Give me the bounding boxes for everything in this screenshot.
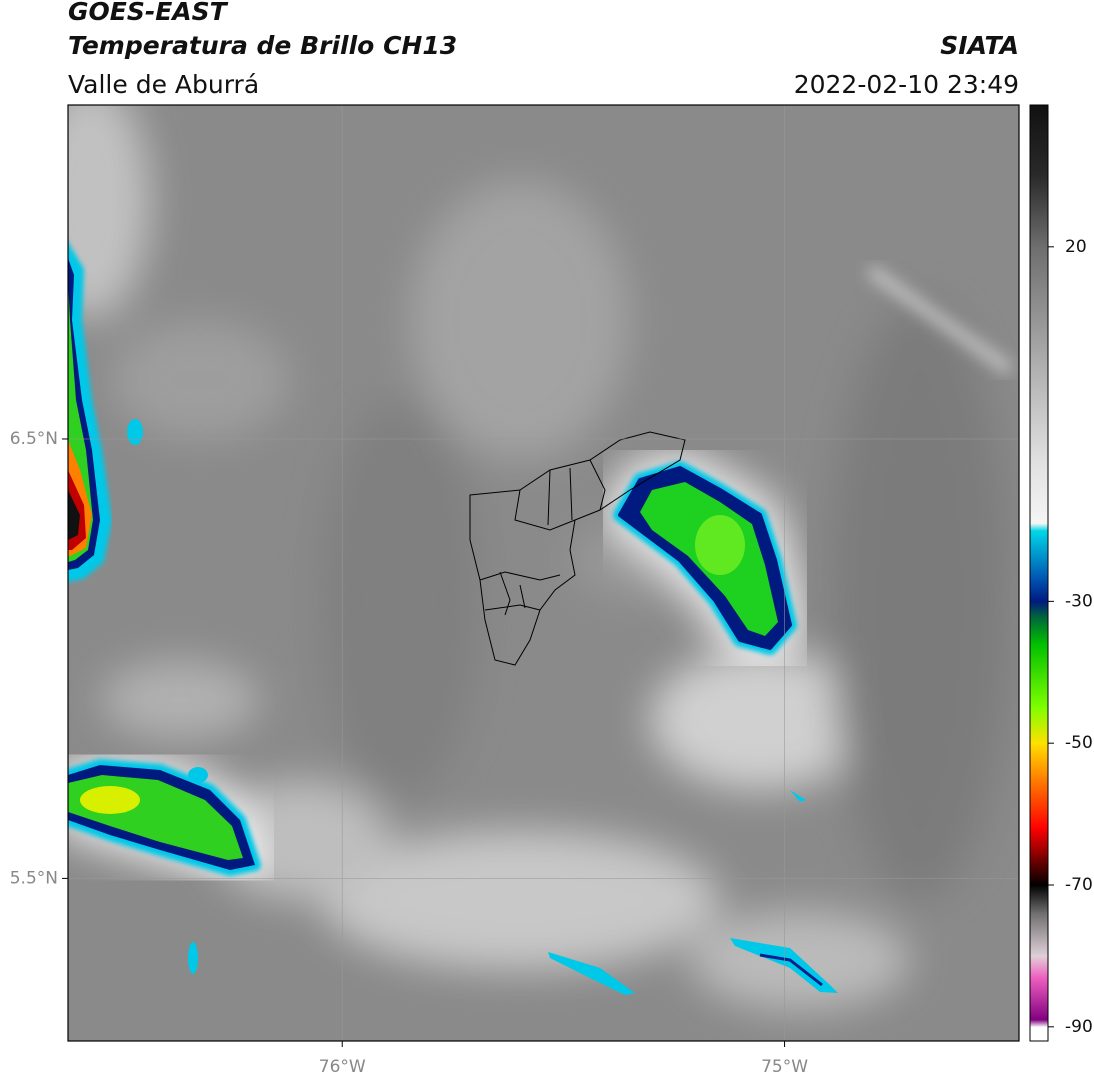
colorbar-tick-label: -50 [1065,733,1093,753]
map-image [68,105,1019,1041]
colorbar-band [1030,246,1048,354]
colorbar-band [1030,601,1048,617]
subtitle: Temperatura de Brillo CH13 [68,31,457,60]
colorbar-band [1030,707,1048,744]
colorbar-tick-label: 20 [1065,237,1087,257]
region: Valle de Aburrá [68,70,259,99]
plot-frame [67,104,1020,1042]
colorbar-band [1030,353,1048,461]
colorbar-band [1030,856,1048,886]
colorbar-band [1030,615,1048,645]
colorbar-band [1030,885,1048,914]
colorbar-tick-label: -70 [1065,875,1093,895]
colorbar-band [1030,580,1048,602]
colorbar-band [1030,459,1048,524]
colorbar-band [1030,523,1048,531]
colorbar-band [1030,913,1048,957]
colorbar-band [1030,105,1048,177]
colorbar-band [1030,977,1048,1021]
y-tick-label: 6.5°N [10,429,58,449]
colorbar-tick-label: -30 [1065,591,1093,611]
colorbar-band [1030,530,1048,581]
colorbar-tick-label: -90 [1065,1017,1093,1037]
colorbar-band [1030,743,1048,780]
colorbar-band [1030,1019,1048,1028]
x-tick-label: 76°W [319,1057,366,1077]
colorbar-band [1030,175,1048,248]
colorbar-band [1030,1026,1048,1042]
colorbar-band [1030,955,1048,978]
colorbar-band [1030,778,1048,829]
source: SIATA [940,31,1019,60]
colorbar-frame [1029,104,1049,1042]
y-tick-label: 5.5°N [10,868,58,888]
x-tick-label: 75°W [761,1057,808,1077]
datetime: 2022-02-10 23:49 [794,70,1019,99]
title: GOES-EAST [68,0,229,26]
colorbar-band [1030,643,1048,709]
colorbar-band [1030,828,1048,858]
